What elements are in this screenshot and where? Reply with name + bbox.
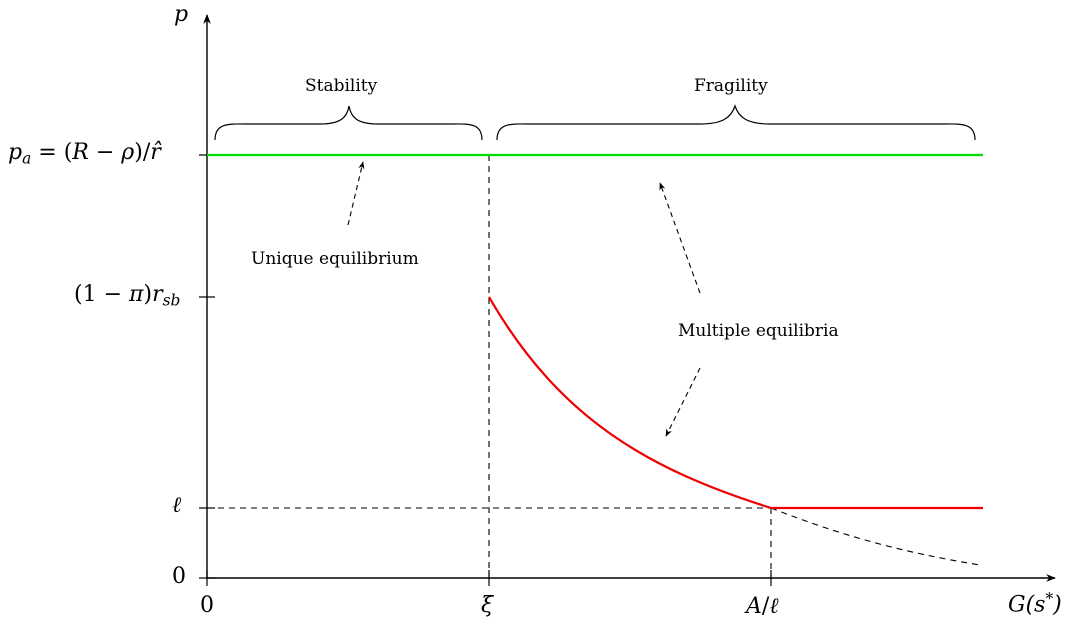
tick-label-mid: (1 − π)rsb	[74, 282, 181, 310]
tick-label-ell: ℓ	[172, 493, 182, 518]
unique-arrow	[347, 161, 365, 226]
multiple-equilibria-label: Multiple equilibria	[678, 321, 839, 341]
red-equilibrium-curve	[488, 296, 772, 510]
y-axis-label: p	[174, 2, 189, 27]
multiple-arrow-down	[665, 367, 701, 437]
tick-label-zero-y: 0	[172, 564, 186, 589]
tick-label-a-over-l: A/ℓ	[746, 594, 779, 619]
unique-equilibrium-label: Unique equilibrium	[251, 249, 419, 269]
fragility-label: Fragility	[694, 76, 768, 96]
dashed-decay-continuation	[770, 507, 981, 566]
tick-label-xi: ξ	[481, 593, 494, 618]
multiple-arrow-up	[659, 182, 701, 294]
tick-label-pa: pa = (R − ρ)/r̂	[8, 140, 161, 168]
x-axis-label: G(s*)	[1008, 590, 1062, 618]
stability-label: Stability	[305, 76, 378, 96]
fragility-brace	[496, 104, 976, 141]
stability-brace	[214, 105, 483, 141]
tick-label-zero-x: 0	[200, 593, 214, 618]
